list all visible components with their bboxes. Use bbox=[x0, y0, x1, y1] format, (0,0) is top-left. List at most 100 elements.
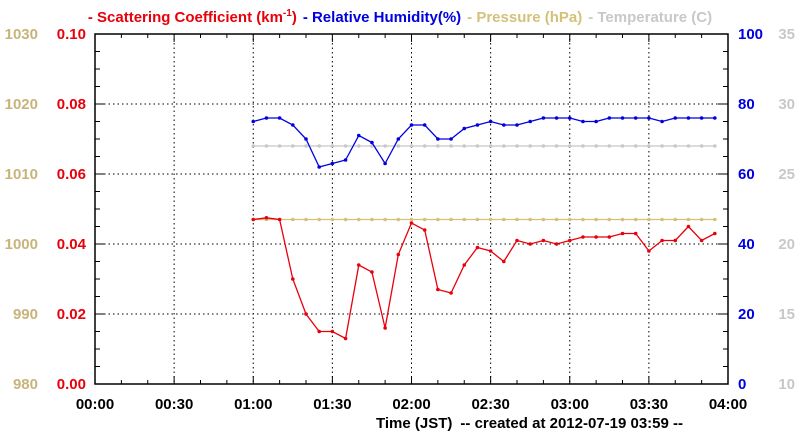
scattering-coefficient-line bbox=[253, 217, 716, 340]
scattering-tick-label: 0.08 bbox=[57, 96, 86, 113]
scattering-coefficient-point bbox=[554, 242, 559, 246]
tick-labels: 00:00 00:30 01:00 01:30 02:00 02:30 03:00 03:30… bbox=[5, 26, 795, 413]
x-tick-label: 04:00 bbox=[709, 396, 747, 413]
pressure-point bbox=[449, 217, 453, 222]
temperature-point bbox=[356, 144, 361, 148]
temperature-tick-label: 10 bbox=[778, 376, 795, 393]
temperature-point bbox=[330, 144, 335, 148]
relative-humidity-point bbox=[449, 137, 453, 141]
relative-humidity-point bbox=[673, 116, 678, 120]
pressure-tick-label: 980 bbox=[13, 376, 38, 393]
relative-humidity-point bbox=[475, 123, 480, 127]
pressure-series bbox=[251, 217, 717, 222]
scattering-coefficient-point bbox=[673, 238, 678, 243]
temperature-point bbox=[647, 144, 651, 148]
temperature-point bbox=[528, 144, 532, 148]
x-tick-label: 00:30 bbox=[155, 396, 193, 413]
relative-humidity-line bbox=[253, 117, 715, 168]
relative-humidity-point bbox=[502, 123, 506, 127]
relative-humidity-point bbox=[330, 161, 335, 166]
scattering-coefficient-point bbox=[317, 329, 321, 334]
relative-humidity-point bbox=[317, 165, 321, 169]
temperature-point bbox=[567, 144, 572, 148]
relative-humidity-point bbox=[515, 123, 519, 127]
temperature-point bbox=[251, 144, 256, 148]
scattering-coefficient-point bbox=[515, 238, 519, 243]
humidity-tick-label: 0 bbox=[738, 376, 746, 393]
temperature-point bbox=[515, 144, 519, 148]
pressure-point bbox=[343, 217, 348, 222]
scattering-coefficient-point bbox=[277, 217, 282, 222]
scattering-coefficient-point bbox=[647, 249, 651, 253]
pressure-point bbox=[541, 217, 546, 222]
temperature-series bbox=[251, 144, 717, 148]
legend-entry: - Scattering Coefficient (km bbox=[88, 9, 283, 26]
temperature-point bbox=[607, 144, 612, 148]
series-layer bbox=[251, 116, 717, 341]
temperature-point bbox=[475, 144, 480, 148]
scattering-coefficient-point bbox=[686, 224, 691, 229]
temperature-point bbox=[409, 144, 414, 148]
pressure-tick-label: 1030 bbox=[5, 26, 38, 43]
temperature-point bbox=[541, 144, 546, 148]
relative-humidity-point bbox=[383, 161, 387, 166]
x-tick-label: 01:30 bbox=[313, 396, 351, 413]
relative-humidity-point bbox=[396, 137, 401, 141]
pressure-point bbox=[422, 217, 427, 222]
pressure-tick-label: 990 bbox=[13, 306, 38, 323]
pressure-point bbox=[515, 217, 519, 222]
created-note: -- created at 2012-07-19 03:59 -- bbox=[460, 415, 683, 432]
pressure-point bbox=[330, 217, 335, 222]
scattering-coefficient-point bbox=[409, 221, 414, 225]
scattering-tick-label: 0.00 bbox=[57, 376, 86, 393]
relative-humidity-point bbox=[554, 116, 559, 120]
relative-humidity-point bbox=[277, 116, 282, 120]
relative-humidity-point bbox=[699, 116, 704, 120]
pressure-tick-label: 1020 bbox=[5, 96, 38, 113]
pressure-point bbox=[383, 217, 387, 222]
scattering-coefficient-point bbox=[370, 270, 374, 274]
scattering-coefficient-series bbox=[251, 215, 717, 341]
scattering-coefficient-point bbox=[488, 249, 493, 253]
x-tick-label: 01:00 bbox=[234, 396, 272, 413]
relative-humidity-point bbox=[370, 140, 374, 145]
scattering-coefficient-point bbox=[699, 238, 704, 243]
pressure-point bbox=[291, 217, 295, 222]
scattering-coefficient-point bbox=[581, 235, 585, 239]
temperature-point bbox=[502, 144, 506, 148]
scattering-coefficient-point bbox=[462, 263, 467, 267]
pressure-point bbox=[713, 217, 717, 222]
scattering-coefficient-point bbox=[713, 231, 717, 236]
temperature-point bbox=[633, 144, 638, 148]
humidity-tick-label: 40 bbox=[738, 236, 755, 253]
axis-ticks bbox=[94, 33, 729, 385]
legend-superscript: -1 bbox=[283, 8, 292, 19]
pressure-point bbox=[528, 217, 532, 222]
x-tick-label: 03:00 bbox=[551, 396, 589, 413]
pressure-point bbox=[396, 217, 401, 222]
x-tick-label: 00:00 bbox=[76, 396, 114, 413]
scattering-coefficient-point bbox=[633, 231, 638, 236]
legend-entry: - Temperature (C) bbox=[588, 9, 712, 26]
temperature-point bbox=[383, 144, 387, 148]
pressure-point bbox=[686, 217, 691, 222]
pressure-point bbox=[554, 217, 559, 222]
humidity-tick-label: 20 bbox=[738, 306, 755, 323]
scattering-coefficient-point bbox=[356, 263, 361, 267]
pressure-point bbox=[660, 217, 664, 222]
legend-entry: - Pressure (hPa) bbox=[467, 9, 582, 26]
pressure-point bbox=[317, 217, 321, 222]
temperature-point bbox=[277, 144, 282, 148]
scattering-tick-label: 0.02 bbox=[57, 306, 86, 323]
temperature-point bbox=[594, 144, 598, 148]
pressure-point bbox=[502, 217, 506, 222]
scattering-coefficient-point bbox=[436, 287, 440, 292]
pressure-point bbox=[633, 217, 638, 222]
temperature-point bbox=[462, 144, 467, 148]
temperature-point bbox=[396, 144, 401, 148]
temperature-point bbox=[304, 144, 308, 148]
pressure-point bbox=[436, 217, 440, 222]
scattering-coefficient-point bbox=[528, 242, 532, 246]
relative-humidity-point bbox=[620, 116, 625, 120]
relative-humidity-point bbox=[409, 123, 414, 127]
